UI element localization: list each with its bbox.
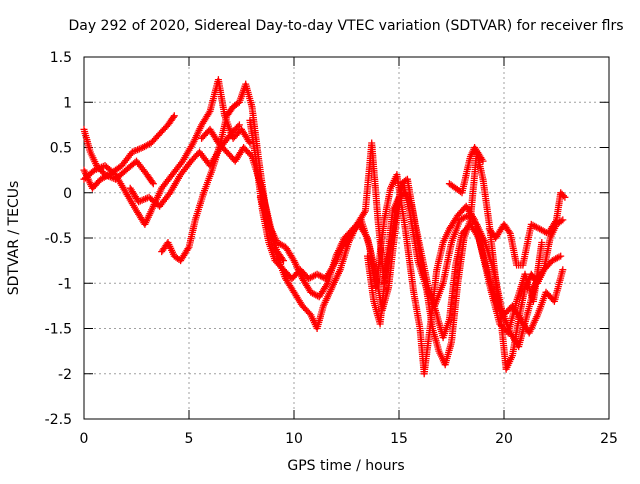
data-point: [169, 113, 177, 121]
data-point: [235, 121, 243, 129]
data-point: [184, 245, 192, 253]
y-tick-label: -1.5: [45, 322, 72, 338]
data-series-group: [485, 189, 569, 269]
data-point: [505, 228, 513, 236]
x-tick-label: 0: [80, 431, 89, 447]
x-tick-label: 10: [285, 431, 303, 447]
data-series-group: [364, 189, 567, 342]
data-point: [479, 157, 487, 165]
data-point: [149, 180, 157, 188]
y-tick-label: 1.5: [50, 50, 72, 66]
data-series-group: [246, 116, 567, 373]
y-axis-label: SDTVAR / TECUs: [6, 181, 22, 296]
data-point: [560, 192, 567, 200]
y-tick-label: -2.5: [45, 412, 72, 428]
data-point: [323, 281, 331, 289]
y-tick-label: 0: [63, 186, 72, 202]
data-point: [360, 209, 368, 216]
data-series-group: [80, 76, 254, 228]
axis-ticks: -2.5 -2 -1.5 -1 -0.5 0 0.5 1 1.5 0 5 10 15 20 25: [45, 50, 618, 447]
data-point: [561, 193, 569, 201]
data-point: [559, 266, 567, 274]
data-point: [538, 239, 546, 246]
x-tick-label: 15: [390, 431, 408, 447]
data-series-group: [256, 171, 546, 378]
y-tick-label: 1: [63, 95, 72, 111]
chart-title: Day 292 of 2020, Sidereal Day-to-day VTE…: [68, 18, 623, 34]
y-tick-label: 0.5: [50, 141, 72, 157]
data-series-group: [80, 125, 157, 188]
data-point: [148, 178, 156, 186]
data-series-group: [445, 144, 487, 197]
data-point: [246, 139, 254, 147]
x-axis-label: GPS time / hours: [287, 458, 404, 474]
data-point: [170, 112, 178, 120]
data-series: [80, 76, 569, 378]
data-point: [557, 252, 565, 260]
y-tick-label: -2: [58, 367, 72, 383]
x-tick-label: 5: [185, 431, 194, 447]
data-series-group: [80, 112, 178, 192]
x-tick-label: 25: [600, 431, 618, 447]
x-tick-label: 20: [495, 431, 513, 447]
data-point: [559, 216, 567, 224]
y-tick-label: -1: [58, 276, 72, 292]
data-point: [234, 122, 242, 130]
y-tick-label: -0.5: [45, 231, 72, 247]
data-series-group: [126, 121, 243, 210]
